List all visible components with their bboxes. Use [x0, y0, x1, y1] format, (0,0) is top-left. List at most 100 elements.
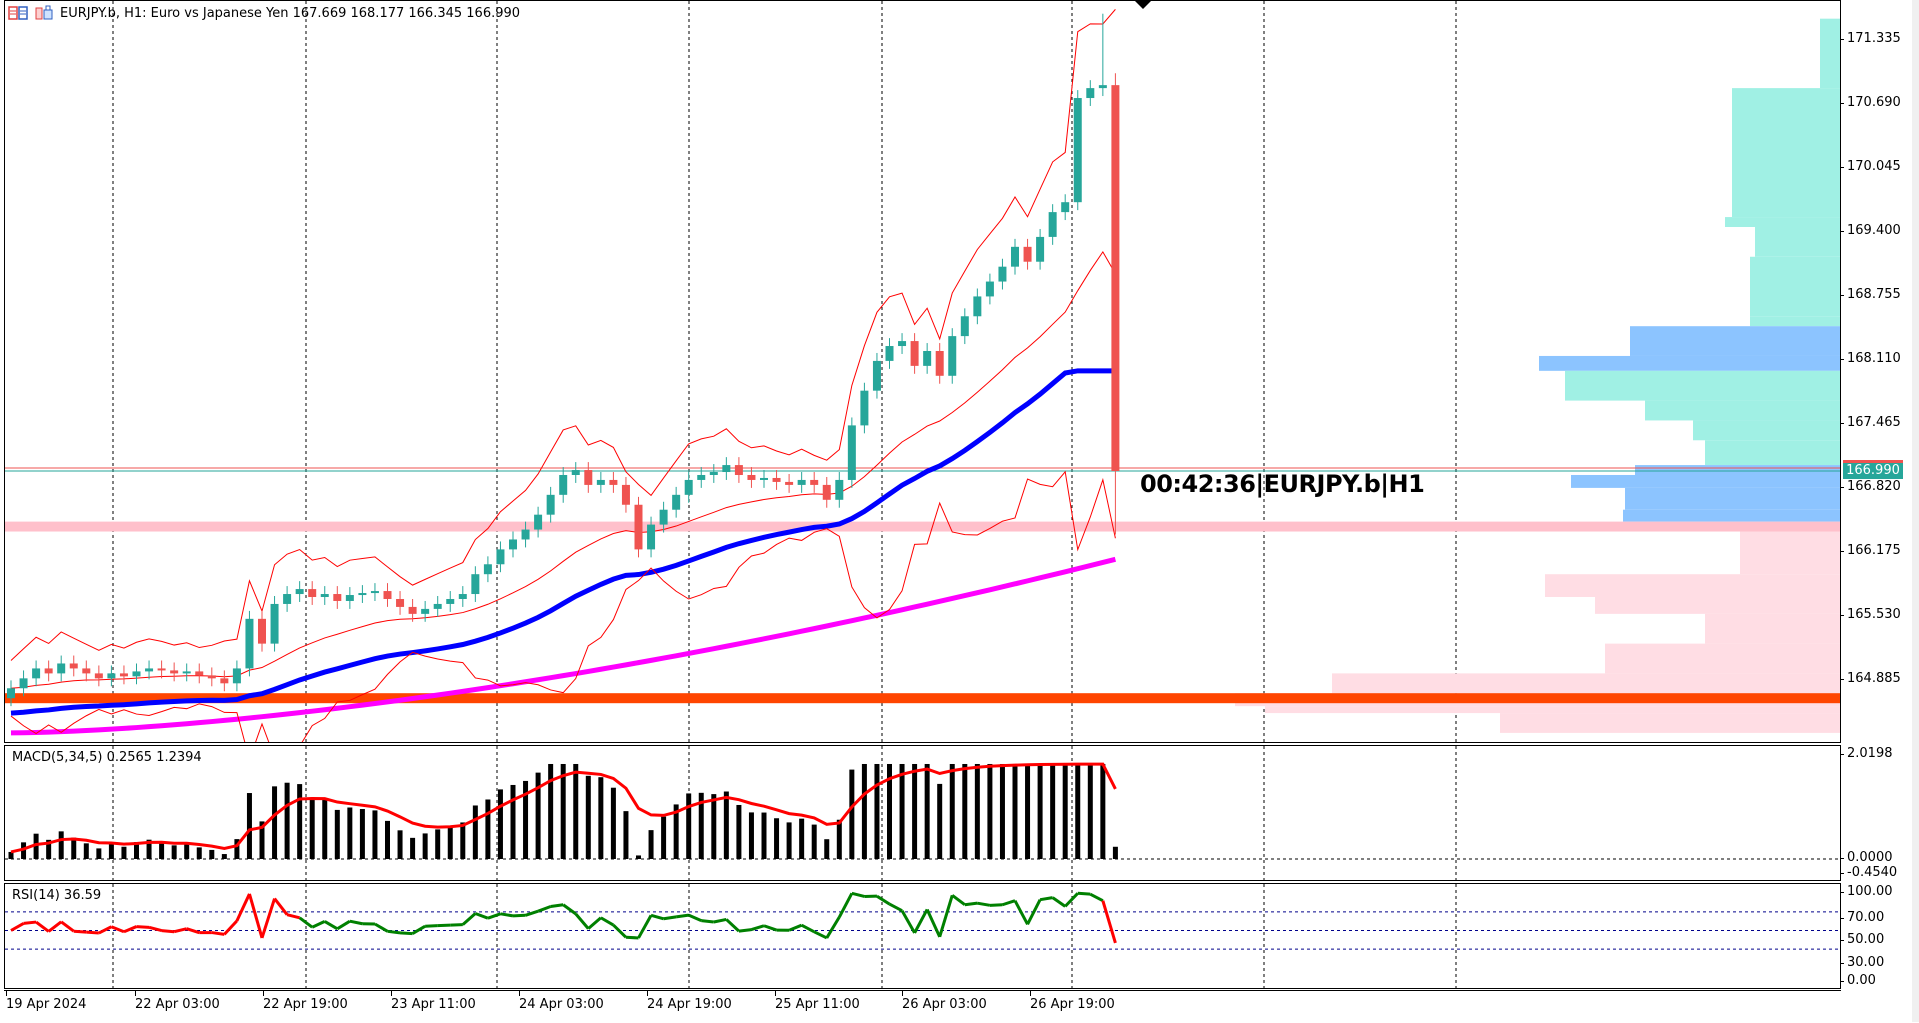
rsi-line	[212, 933, 225, 935]
bull-candle	[998, 267, 1006, 282]
rsi-line	[413, 926, 426, 933]
bear-candle	[936, 351, 944, 376]
rsi-line	[626, 937, 639, 938]
bull-candle	[1011, 247, 1019, 267]
bull-candle	[647, 525, 655, 550]
macd-histogram-bar	[774, 818, 779, 859]
rsi-line	[601, 918, 614, 925]
rsi-line	[475, 914, 488, 919]
price-tick: 170.690	[1841, 96, 1901, 110]
bull-candle	[283, 594, 291, 604]
bull-candle	[57, 663, 65, 673]
rsi-pane[interactable]: RSI(14) 36.59	[4, 883, 1841, 989]
rsi-line	[890, 904, 903, 911]
rsi-line	[1040, 898, 1053, 900]
time-axis[interactable]: 19 Apr 2024 22 Apr 03:00 22 Apr 19:00 23…	[4, 990, 1841, 1023]
macd-tick-max: 2.0198	[1841, 747, 1893, 761]
macd-histogram-bar	[448, 826, 453, 859]
rsi-line	[1090, 894, 1103, 901]
macd-histogram-bar	[812, 825, 817, 859]
macd-histogram-bar	[912, 764, 917, 859]
rsi-line	[74, 931, 87, 932]
rsi-tick-30: 30.00	[1841, 956, 1884, 970]
time-label: 22 Apr 03:00	[135, 997, 220, 1012]
volume-profile-bar	[1545, 574, 1841, 597]
bull-candle	[346, 595, 354, 601]
volume-profile-bar	[1755, 227, 1841, 257]
time-label: 25 Apr 11:00	[775, 997, 860, 1012]
bull-candle	[973, 296, 981, 316]
rsi-line	[714, 919, 727, 922]
macd-histogram-bar	[548, 764, 553, 859]
bull-candle	[1086, 88, 1094, 98]
rsi-line	[224, 921, 237, 935]
time-label: 24 Apr 19:00	[647, 997, 732, 1012]
bull-candle	[245, 619, 253, 669]
bear-candle	[170, 670, 178, 673]
bull-candle	[898, 341, 906, 346]
rsi-line	[576, 914, 589, 929]
rsi-line	[751, 926, 764, 930]
bear-candle	[584, 470, 592, 485]
bear-candle	[1111, 85, 1119, 471]
rsi-line	[588, 918, 601, 929]
bull-candle	[1099, 85, 1107, 88]
bear-candle	[785, 482, 793, 485]
bear-candle	[333, 594, 341, 601]
macd-histogram-bar	[598, 777, 603, 859]
rsi-line	[500, 914, 513, 916]
macd-pane[interactable]: MACD(5,34,5) 0.2565 1.2394	[4, 745, 1841, 881]
rsi-title: RSI(14) 36.59	[12, 888, 101, 903]
ema-slow-line	[11, 559, 1115, 733]
rsi-canvas[interactable]	[5, 884, 1841, 989]
volume-profile-bar	[1725, 217, 1841, 227]
bull-candle	[421, 609, 429, 614]
macd-histogram-bar	[849, 770, 854, 859]
bull-candle	[685, 480, 693, 495]
macd-histogram-bar	[837, 820, 842, 859]
price-tick: 169.400	[1841, 224, 1901, 238]
rsi-tick-70: 70.00	[1841, 911, 1884, 925]
macd-histogram-bar	[460, 822, 465, 859]
rsi-line	[287, 915, 300, 918]
macd-histogram-bar	[987, 764, 992, 859]
bull-candle	[183, 671, 191, 673]
bear-candle	[823, 485, 831, 500]
rsi-line	[538, 907, 551, 912]
rsi-line	[488, 914, 501, 918]
chart-header: EURJPY.b, H1: Euro vs Japanese Yen 167.6…	[8, 4, 520, 22]
rsi-line	[350, 921, 363, 924]
time-label: 23 Apr 11:00	[391, 997, 476, 1012]
macd-histogram-bar	[573, 764, 578, 859]
macd-histogram-bar	[297, 784, 302, 859]
bull-candle	[133, 671, 141, 676]
macd-canvas[interactable]	[5, 746, 1841, 881]
chart-list-icon[interactable]	[8, 5, 28, 21]
price-chart-pane[interactable]	[4, 0, 1841, 743]
rsi-line	[249, 894, 262, 938]
bull-candle	[321, 594, 329, 597]
bear-candle	[82, 668, 90, 673]
macd-histogram-bar	[900, 764, 905, 859]
rsi-line	[137, 927, 150, 928]
macd-histogram-bar	[222, 854, 227, 859]
macd-histogram-bar	[360, 809, 365, 859]
rsi-line	[915, 909, 928, 932]
rsi-line	[689, 915, 702, 921]
bull-candle	[1074, 98, 1082, 202]
bull-candle	[961, 316, 969, 336]
bull-candle	[446, 599, 454, 604]
volume-profile-bar	[1265, 706, 1841, 713]
price-chart-canvas[interactable]	[5, 1, 1841, 743]
macd-histogram-bar	[109, 844, 114, 859]
macd-histogram-bar	[372, 810, 377, 859]
bear-candle	[609, 480, 617, 485]
template-icon[interactable]	[34, 5, 54, 21]
volume-profile-bar	[1693, 420, 1841, 440]
macd-histogram-bar	[96, 848, 101, 859]
rsi-line	[337, 921, 350, 929]
rsi-line	[664, 917, 677, 919]
price-tick: 168.110	[1841, 352, 1901, 366]
macd-histogram-bar	[925, 764, 930, 859]
